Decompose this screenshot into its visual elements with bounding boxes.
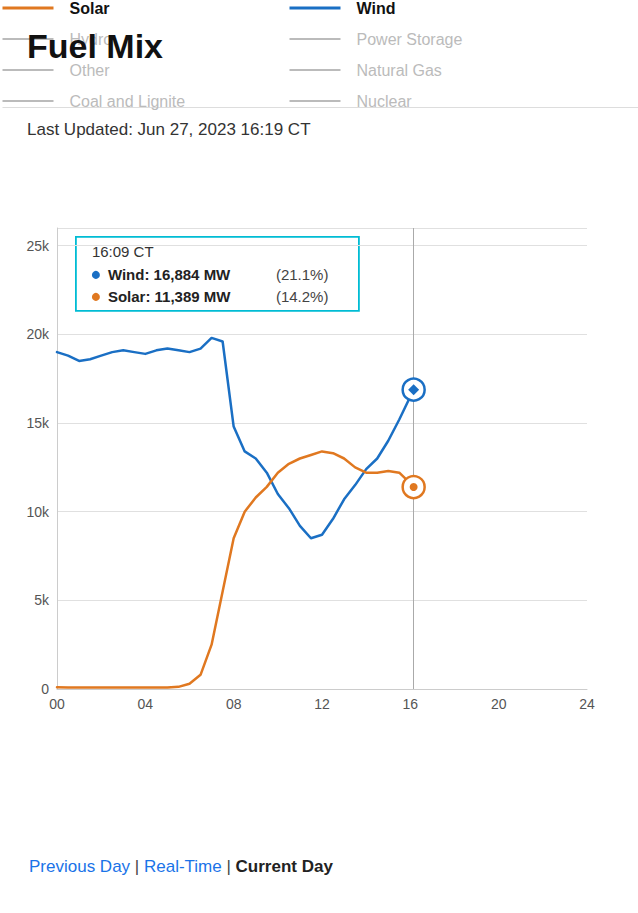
svg-text:(14.2%): (14.2%) [276,288,329,305]
svg-text:|: | [130,857,144,876]
svg-text:Solar: Solar [70,0,110,17]
svg-text:(21.1%): (21.1%) [276,266,329,283]
svg-text:04: 04 [138,696,154,712]
svg-text:Power Storage: Power Storage [357,31,463,48]
svg-text:12: 12 [314,696,330,712]
svg-text:5k: 5k [34,592,50,608]
svg-text:Current Day: Current Day [236,857,334,876]
svg-text:0: 0 [41,681,49,697]
svg-text:16:09 CT: 16:09 CT [91,243,154,261]
svg-text:20: 20 [491,696,507,712]
svg-text:08: 08 [226,696,242,712]
svg-text:Nuclear: Nuclear [357,93,413,110]
svg-text:Other: Other [69,61,110,79]
svg-text:15k: 15k [26,415,50,431]
svg-text:Natural Gas: Natural Gas [357,62,442,79]
svg-text:|: | [222,857,236,876]
svg-text:10k: 10k [26,504,50,520]
svg-text:Coal and Lignite: Coal and Lignite [70,93,186,110]
svg-text:25k: 25k [26,238,50,254]
svg-text:Last Updated: Jun 27, 2023 16:: Last Updated: Jun 27, 2023 16:19 CT [27,120,311,139]
svg-text:00: 00 [49,696,65,712]
svg-text:Wind: Wind [357,0,396,17]
svg-text:Wind: 16,884 MW: Wind: 16,884 MW [108,266,231,283]
svg-text:Fuel Mix: Fuel Mix [27,27,163,65]
svg-text:Real-Time: Real-Time [144,857,222,876]
svg-text:24: 24 [579,696,595,712]
svg-text:16: 16 [403,696,419,712]
svg-text:Previous Day: Previous Day [29,857,131,876]
svg-text:20k: 20k [26,326,50,342]
svg-text:Solar: 11,389 MW: Solar: 11,389 MW [108,288,231,305]
